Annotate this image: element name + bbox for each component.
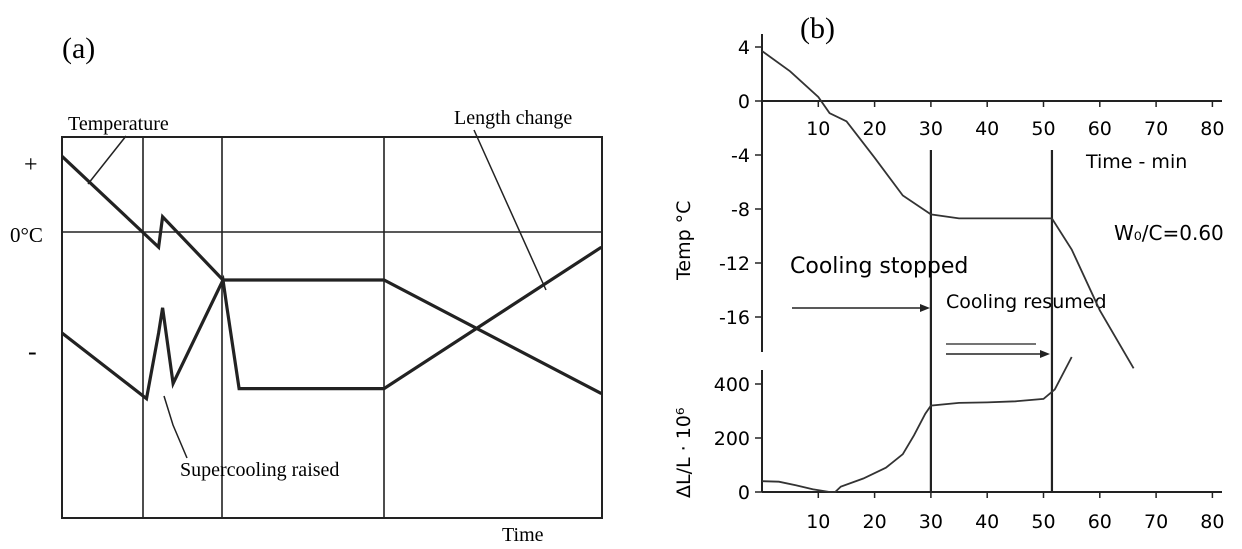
bottom-x-tick-label: 20 <box>863 511 887 533</box>
series-temperature <box>60 155 603 396</box>
dl-tick-label: 400 <box>714 374 750 396</box>
temp-tick-label: 0 <box>738 91 750 113</box>
top-x-tick-label: 10 <box>806 118 830 140</box>
temp-tick-label: -8 <box>731 199 750 221</box>
temp-tick-label: 4 <box>738 37 750 59</box>
label-cooling-resumed: Cooling resumed <box>946 291 1107 313</box>
bottom-x-tick-label: 10 <box>806 511 830 533</box>
panel-a-ytick-plus: + <box>24 152 38 178</box>
annotation-supercooling: Supercooling raised <box>180 459 339 481</box>
panel-b: (b) 10 20 30 40 50 60 70 80 10 20 30 40 50 60 70 80 40… <box>673 12 1224 533</box>
series-length-change <box>61 245 603 402</box>
annotation-temperature-pointer <box>87 135 127 185</box>
bottom-x-tick-label: 70 <box>1144 511 1168 533</box>
series-temperature-b <box>761 50 1135 369</box>
panel-a-label: (a) <box>62 32 95 65</box>
dl-tick-label: 0 <box>738 482 750 504</box>
panel-a-frame <box>61 136 603 519</box>
cooling-stopped-arrowhead <box>920 304 930 312</box>
bottom-x-tick-label: 60 <box>1088 511 1112 533</box>
top-x-tick-label: 70 <box>1144 118 1168 140</box>
series-length-change-b <box>761 356 1073 493</box>
annotation-length-change: Length change <box>454 107 572 129</box>
bottom-x-tick-label: 80 <box>1200 511 1224 533</box>
top-x-tick-label: 50 <box>1031 118 1055 140</box>
temp-tick-label: -12 <box>719 253 750 275</box>
panel-b-xlabel: Time - min <box>1085 151 1187 173</box>
top-x-tick-label: 60 <box>1088 118 1112 140</box>
bottom-x-tick-label: 30 <box>919 511 943 533</box>
top-x-tick-label: 40 <box>975 118 999 140</box>
panel-a: (a) + 0°C - Time Temperature Length chan… <box>10 32 603 546</box>
annotation-supercooling-pointer <box>163 395 188 459</box>
temp-tick-label: -16 <box>719 307 750 329</box>
panel-b-dl-y-ticks: 400 200 0 <box>714 374 762 504</box>
bottom-x-tick-label: 50 <box>1031 511 1055 533</box>
panel-b-ylabel-dl: ΔL/L · 10⁶ <box>673 408 695 498</box>
cooling-resumed-arrowhead <box>1040 350 1050 358</box>
panel-a-xlabel: Time <box>502 524 544 546</box>
bottom-x-tick-label: 40 <box>975 511 999 533</box>
panel-b-top-x-ticks: 10 20 30 40 50 60 70 80 <box>806 101 1224 140</box>
panel-b-ylabel-temp: Temp °C <box>673 201 695 281</box>
panel-b-temp-y-ticks: 4 0 -4 -8 -12 -16 <box>719 37 762 329</box>
panel-a-ytick-zero: 0°C <box>10 223 43 247</box>
top-x-tick-label: 80 <box>1200 118 1224 140</box>
top-x-tick-label: 20 <box>863 118 887 140</box>
dl-tick-label: 200 <box>714 428 750 450</box>
annotation-temperature: Temperature <box>68 113 169 135</box>
label-cooling-stopped: Cooling stopped <box>790 254 968 279</box>
top-x-tick-label: 30 <box>919 118 943 140</box>
panel-a-ytick-minus: - <box>28 337 37 366</box>
temp-tick-label: -4 <box>731 145 750 167</box>
panel-b-label: (b) <box>800 12 835 45</box>
annotation-length-change-pointer <box>473 129 547 291</box>
panel-b-ratio-annotation: W₀/C=0.60 <box>1114 221 1224 245</box>
panel-b-bottom-x-ticks: 10 20 30 40 50 60 70 80 <box>806 492 1224 533</box>
